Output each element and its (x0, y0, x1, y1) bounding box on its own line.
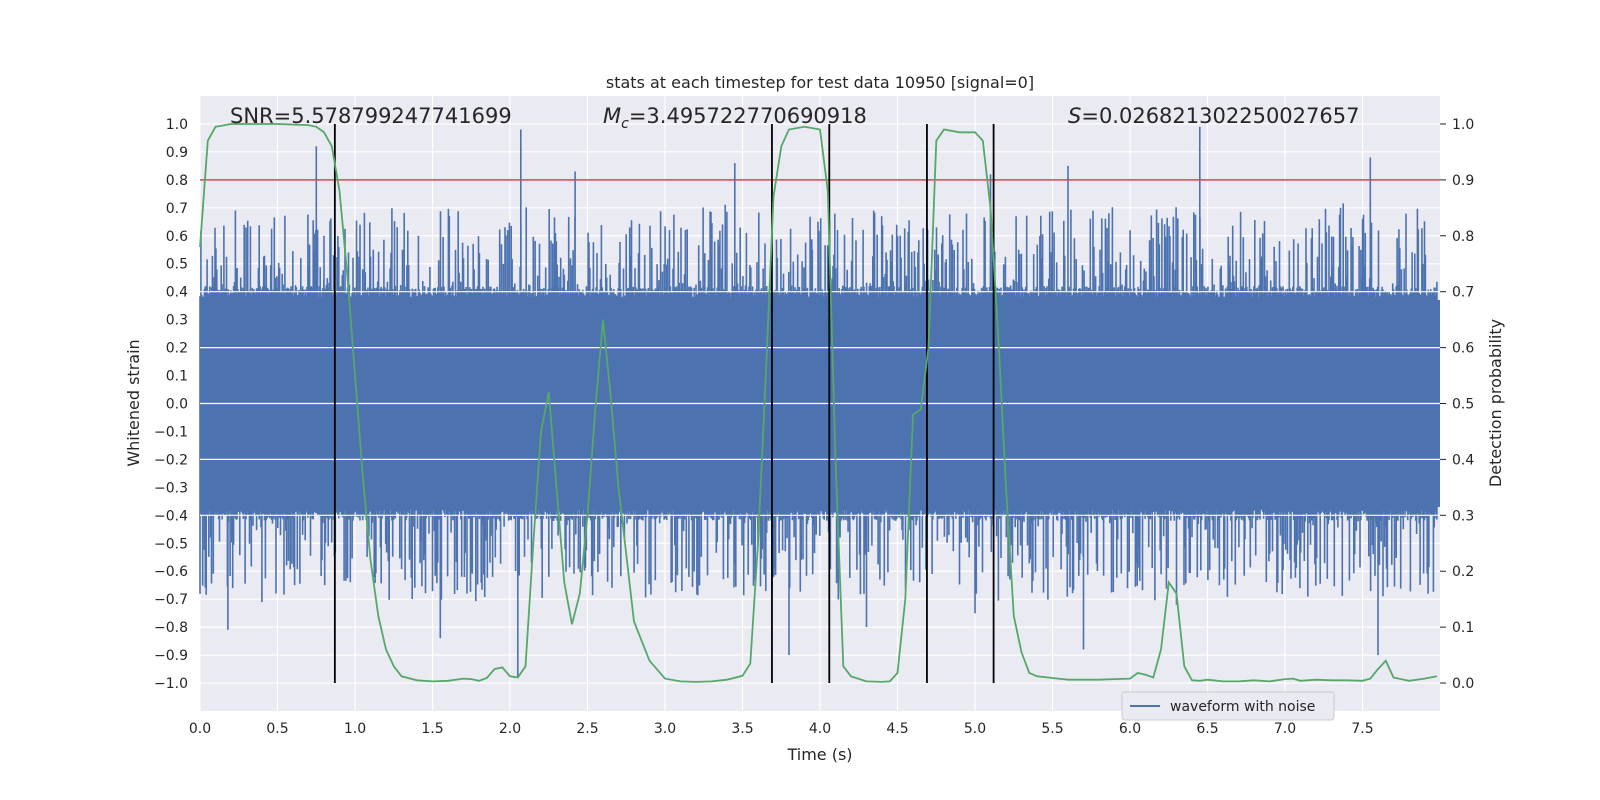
x-tick-label: 1.5 (421, 721, 443, 737)
s-value: =0.026821302250027657 (1081, 104, 1359, 128)
y-left-tick-label: −0.7 (154, 592, 188, 608)
y-left-tick-label: −0.3 (154, 480, 188, 496)
y-left-tick-label: −0.1 (154, 424, 188, 440)
y-left-tick-label: −0.9 (154, 648, 188, 664)
y-right-axis-label: Detection probability (1486, 319, 1505, 487)
y-left-tick-label: 0.4 (166, 285, 188, 301)
y-left-axis-ticks: 1.0 0.9 0.8 0.7 0.6 0.5 0.4 0.3 0.2 0.1 0.0 −0.1 −0.… (154, 117, 188, 692)
y-right-tick-label: 1.0 (1452, 117, 1474, 133)
x-tick-label: 4.5 (886, 721, 908, 737)
x-tick-label: 5.0 (964, 721, 986, 737)
y-right-tick-label: 0.5 (1452, 397, 1474, 413)
y-right-tick-label: 0.6 (1452, 341, 1474, 357)
y-right-tick-label: 0.7 (1452, 285, 1474, 301)
x-tick-label: 1.0 (344, 721, 366, 737)
x-axis-label: Time (s) (786, 745, 852, 764)
y-left-tick-label: 0.8 (166, 173, 188, 189)
y-left-tick-label: −0.6 (154, 564, 188, 580)
x-tick-label: 3.5 (731, 721, 753, 737)
x-tick-label: 6.0 (1119, 721, 1141, 737)
y-left-tick-label: 0.9 (166, 145, 188, 161)
y-left-tick-label: 0.0 (166, 397, 188, 413)
y-right-tick-label: 0.4 (1452, 452, 1474, 468)
x-tick-label: 6.5 (1196, 721, 1218, 737)
y-left-tick-label: 0.5 (166, 257, 188, 273)
y-right-tick-label: 0.9 (1452, 173, 1474, 189)
x-tick-label: 4.0 (809, 721, 831, 737)
mc-subscript: c (621, 116, 629, 132)
x-tick-label: 0.0 (189, 721, 211, 737)
probability-line (199, 123, 1438, 683)
y-right-tick-label: 0.3 (1452, 508, 1474, 524)
x-tick-label: 3.0 (654, 721, 676, 737)
y-right-axis-ticks: 1.0 0.9 0.8 0.7 0.6 0.5 0.4 0.3 0.2 0.1 0.0 (1440, 117, 1474, 692)
legend-label: waveform with noise (1170, 699, 1315, 715)
y-left-tick-label: 0.6 (166, 229, 188, 245)
y-left-tick-label: 0.3 (166, 313, 188, 329)
legend-box (1121, 691, 1335, 721)
s-annotation: S=0.026821302250027657 (1068, 104, 1359, 128)
y-left-tick-label: 1.0 (166, 117, 188, 133)
mc-symbol: M (603, 104, 621, 128)
chart-title: stats at each timestep for test data 109… (606, 73, 1034, 92)
x-tick-label: 7.5 (1351, 721, 1373, 737)
legend: waveform with noise (1121, 691, 1335, 721)
mc-value: =3.495722770690918 (629, 104, 867, 128)
x-tick-label: 5.5 (1041, 721, 1063, 737)
y-left-tick-label: −0.8 (154, 620, 188, 636)
y-right-tick-label: 0.0 (1452, 676, 1474, 692)
y-left-tick-label: 0.2 (166, 341, 188, 357)
x-tick-label: 0.5 (266, 721, 288, 737)
y-left-tick-label: 0.7 (166, 201, 188, 217)
probability-series (199, 123, 1438, 683)
x-tick-label: 2.5 (576, 721, 598, 737)
waveform-series (199, 126, 1440, 678)
y-right-tick-label: 0.8 (1452, 229, 1474, 245)
x-tick-label: 2.0 (499, 721, 521, 737)
y-left-axis-label: Whitened strain (124, 339, 143, 466)
mc-annotation: Mc=3.495722770690918 (603, 104, 867, 132)
y-right-tick-label: 0.1 (1452, 620, 1474, 636)
x-axis-ticks: 0.0 0.5 1.0 1.5 2.0 2.5 3.0 3.5 4.0 4.5 5.0 5.5 6.0 6… (189, 721, 1374, 737)
y-left-tick-label: −0.2 (154, 452, 188, 468)
y-left-tick-label: −0.4 (154, 508, 188, 524)
snr-annotation: SNR=5.578799247741699 (230, 104, 512, 128)
y-left-tick-label: −0.5 (154, 536, 188, 552)
s-symbol: S (1068, 104, 1081, 128)
y-left-tick-label: 0.1 (166, 369, 188, 385)
x-tick-label: 7.0 (1274, 721, 1296, 737)
y-left-tick-label: −1.0 (154, 676, 188, 692)
y-right-tick-label: 0.2 (1452, 564, 1474, 580)
